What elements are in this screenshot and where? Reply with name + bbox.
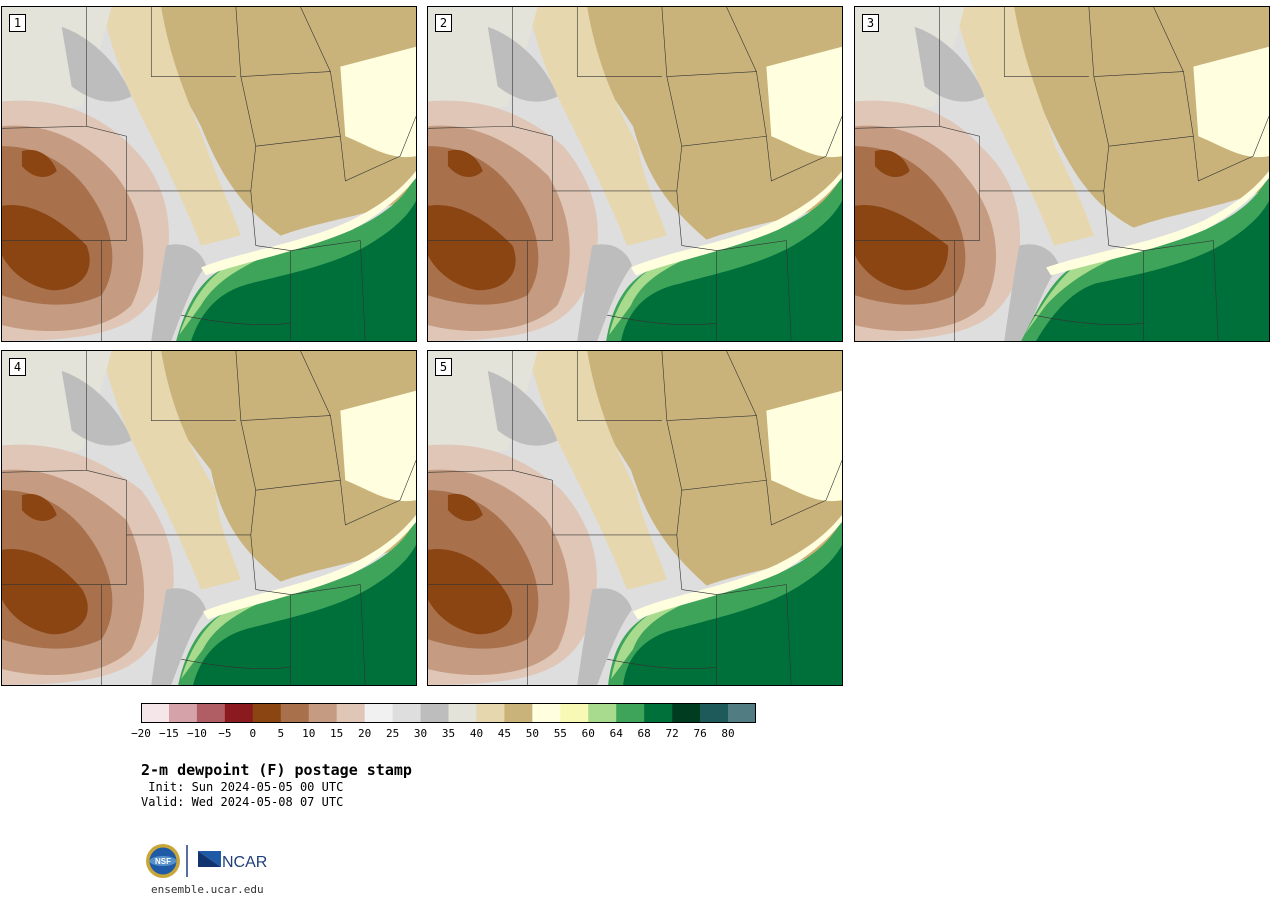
color-bar-tick-label: 55 [553,727,567,740]
color-bar-swatch [420,703,449,723]
svg-text:NCAR: NCAR [222,854,267,871]
nsf-ncar-logo: NSF NCAR [145,843,275,881]
color-bar-tick-label: 64 [609,727,623,740]
color-bar [141,703,756,723]
color-bar-swatch [336,703,365,723]
dewpoint-map [428,7,842,341]
nsf-seal-icon: NSF [146,844,180,878]
color-bar-swatch [196,703,226,723]
dewpoint-map [855,7,1269,341]
color-bar-tick-label: −5 [218,727,232,740]
color-bar-swatch [728,703,756,723]
color-bar-swatch [700,703,729,723]
stamp-panel-5: 5 [427,350,843,686]
color-bar-tick-label: 20 [358,727,372,740]
color-bar-tick-label: 45 [497,727,512,740]
color-bar-tick-label: 80 [721,727,735,740]
ncar-logo-icon: NCAR [198,851,267,871]
color-bar-swatch [560,703,589,723]
stamp-panel-4: 4 [1,350,417,686]
color-bar-swatch [448,703,477,723]
color-bar-swatch [141,703,170,723]
color-bar-swatch [168,703,198,723]
panel-number: 2 [435,14,452,32]
color-bar-swatch [392,703,421,723]
valid-time: Valid: Wed 2024-05-08 07 UTC [141,795,344,809]
color-bar-tick-label: −20 [131,727,151,740]
website-url: ensemble.ucar.edu [151,883,264,896]
color-bar-swatch [532,703,561,723]
plot-title: 2-m dewpoint (F) postage stamp [141,761,412,779]
color-bar-tick-label: −15 [159,727,179,740]
color-bar-swatch [588,703,617,723]
color-bar-swatch [504,703,533,723]
panel-number: 1 [9,14,26,32]
color-bar-ticks: −20 −15 −10 −5 0 5 10 15 20 25 30 35 40 45 50 55 60 64 68 7… [131,727,841,743]
color-bar-swatch [280,703,310,723]
stamp-panel-2: 2 [427,6,843,342]
color-bar-swatch [644,703,673,723]
dewpoint-map [2,7,416,341]
svg-text:NSF: NSF [155,857,171,866]
color-bar-tick-label: 50 [525,727,539,740]
color-bar-tick-label: 25 [385,727,400,740]
color-bar-swatch [308,703,337,723]
color-bar-tick-label: 35 [441,727,456,740]
color-bar-tick-label: 15 [330,727,344,740]
color-bar-swatch [224,703,254,723]
color-bar-swatch [364,703,393,723]
stamp-panel-3: 3 [854,6,1270,342]
color-bar-tick-label: −10 [186,727,207,740]
color-bar-tick-label: 76 [693,727,707,740]
panel-number: 5 [435,358,452,376]
color-bar-tick-label: 10 [302,727,316,740]
panel-number: 4 [9,358,26,376]
color-bar-tick-label: 0 [249,727,257,740]
color-bar-swatch [616,703,645,723]
color-bar-tick-label: 68 [637,727,651,740]
color-bar-tick-label: 5 [277,727,285,740]
color-bar-tick-label: 72 [665,727,679,740]
dewpoint-map [428,351,842,685]
color-bar-swatch [252,703,282,723]
panel-number: 3 [862,14,879,32]
color-bar-swatch [672,703,701,723]
color-bar-tick-label: 60 [581,727,595,740]
color-bar-tick-label: 40 [469,727,484,740]
dewpoint-map [2,351,416,685]
init-time: Init: Sun 2024-05-05 00 UTC [141,780,344,794]
color-bar-swatch [476,703,505,723]
color-bar-tick-label: 30 [413,727,428,740]
stamp-panel-1: 1 [1,6,417,342]
